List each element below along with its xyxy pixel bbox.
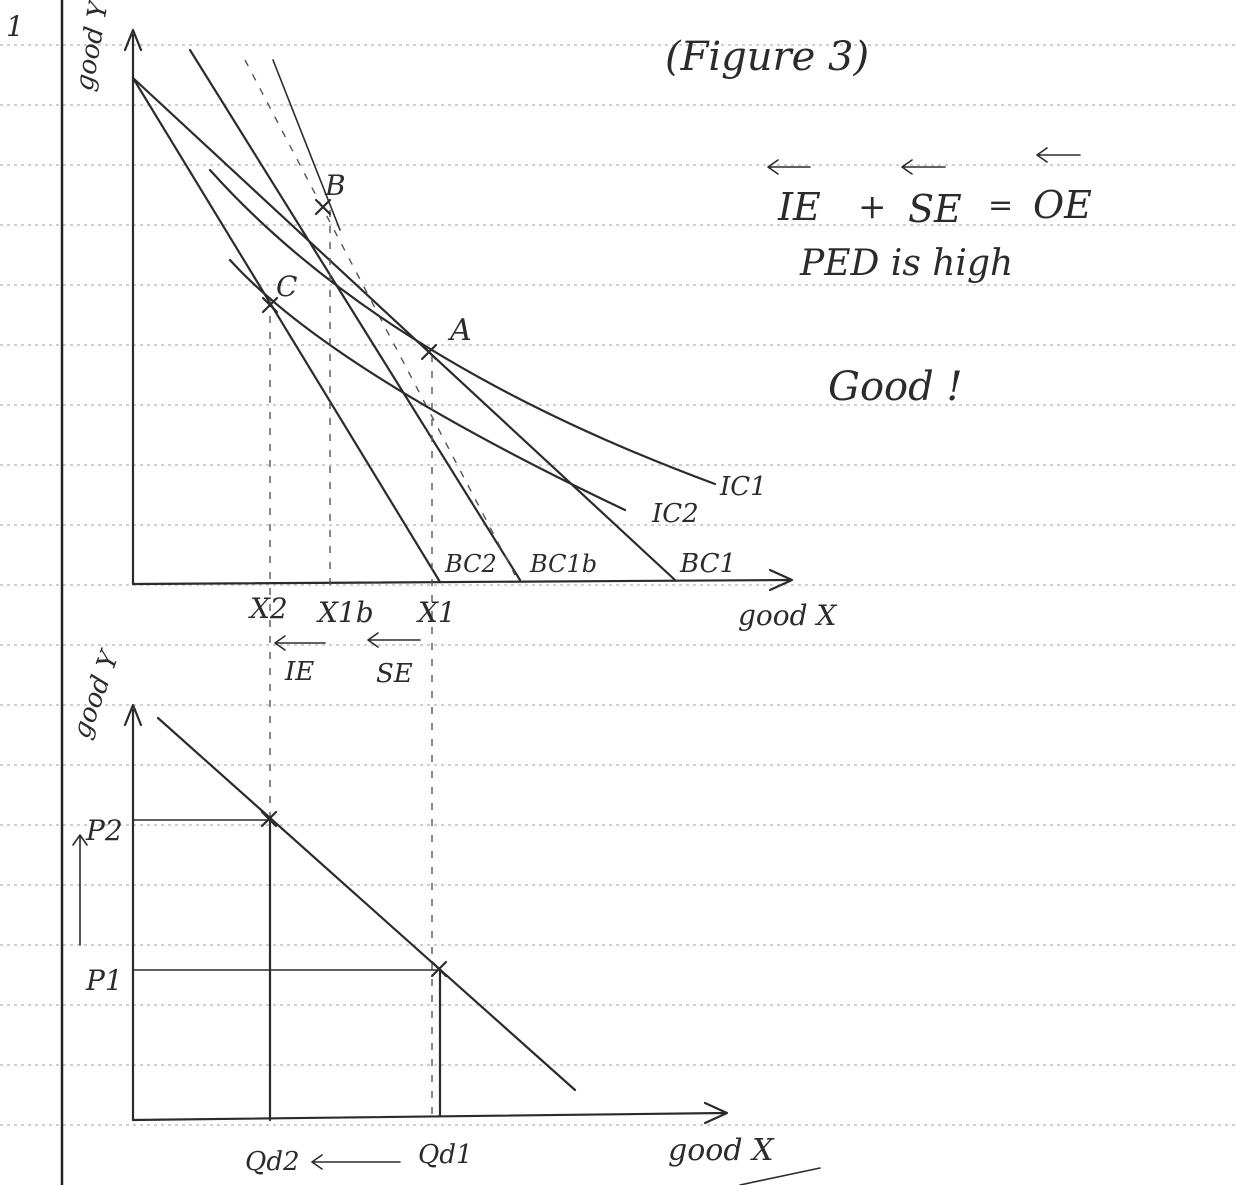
- bottom-y-axis-label: good Y: [66, 645, 126, 743]
- point-b-label: B: [324, 169, 346, 202]
- quantity-label-qd1: Qd1: [418, 1140, 473, 1170]
- effects-oe: OE: [1033, 183, 1092, 227]
- bottom-x-axis-arrow: [703, 1101, 729, 1125]
- effects-se: SE: [908, 187, 962, 231]
- budget-line-bc2: [131, 76, 442, 584]
- point-c-marker: [261, 296, 279, 314]
- demand-curve-diagram: P2 P1 good Y good X Qd2 Qd1: [66, 645, 821, 1185]
- point-b-marker: [314, 198, 332, 216]
- budget-line-upper-partial: [272, 59, 341, 231]
- label-income-effect: IE: [284, 657, 314, 687]
- ruled-lines: [0, 44, 1236, 1126]
- effects-plus: +: [858, 187, 887, 227]
- top-x-axis: [131, 578, 792, 586]
- budget-line-bc1: [131, 76, 677, 582]
- price-label-p2: P2: [85, 814, 123, 847]
- budget-line-bc1b: [188, 48, 522, 582]
- effects-ie: IE: [777, 185, 821, 229]
- demand-curve: [156, 716, 577, 1092]
- tick-x1b: X1b: [316, 596, 374, 629]
- indifference-curve-diagram: A B C IC1 IC2 BC1 BC1b BC2 good Y good X…: [69, 0, 837, 1115]
- quantity-change-arrow: [311, 1154, 401, 1170]
- indifference-curve-ic2: [228, 258, 627, 512]
- label-ic1: IC1: [719, 472, 767, 502]
- figure-title: (Figure 3): [665, 34, 869, 80]
- point-a-marker: [420, 343, 438, 361]
- teacher-comment: Good !: [828, 364, 963, 410]
- top-x-axis-arrow: [768, 568, 794, 592]
- arrow-over-oe: [1036, 147, 1081, 163]
- top-y-axis-arrow: [123, 28, 143, 52]
- ped-note: PED is high: [799, 243, 1013, 284]
- effects-equals: =: [988, 188, 1013, 223]
- stray-stroke: [739, 1167, 821, 1185]
- substitution-effect-arrow: [367, 632, 421, 648]
- price-label-p1: P1: [85, 964, 123, 997]
- arrow-over-se: [901, 159, 946, 175]
- bottom-x-axis: [131, 1111, 727, 1122]
- label-bc1: BC1: [679, 549, 736, 579]
- label-bc2: BC2: [444, 550, 497, 578]
- bottom-x-axis-label: good X: [668, 1133, 775, 1168]
- top-y-axis-label: good Y: [69, 0, 115, 93]
- label-ic2: IC2: [651, 499, 699, 529]
- top-x-axis-label: good X: [738, 599, 837, 632]
- margin-number: 1: [6, 10, 24, 43]
- price-rise-arrow: [72, 834, 88, 946]
- point-a-label: A: [447, 313, 472, 348]
- label-substitution-effect: SE: [376, 659, 413, 689]
- point-c-label: C: [276, 270, 297, 303]
- indifference-curve-ic1: [208, 168, 717, 486]
- demand-point-p2: [260, 810, 278, 828]
- tick-x1: X1: [416, 596, 456, 629]
- demand-point-p1: [430, 960, 448, 978]
- margin-notes: (Figure 3) IE + SE = OE PED is high Good…: [665, 34, 1092, 410]
- arrow-over-ie: [767, 159, 811, 175]
- label-bc1b: BC1b: [529, 550, 597, 578]
- bottom-y-axis-arrow: [123, 703, 143, 727]
- income-effect-arrow: [274, 635, 326, 651]
- quantity-label-qd2: Qd2: [245, 1147, 300, 1177]
- tick-x2: X2: [248, 592, 288, 625]
